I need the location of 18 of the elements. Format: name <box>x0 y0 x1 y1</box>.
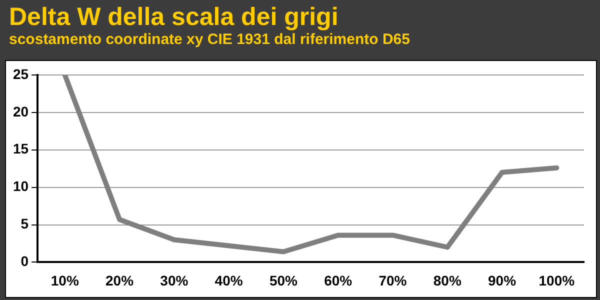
y-tick-label: 5 <box>20 216 29 232</box>
y-tick-label: 20 <box>12 103 29 120</box>
x-tick-label: 50% <box>269 272 298 288</box>
x-tick-label: 80% <box>433 272 462 288</box>
x-tick-label: 70% <box>378 272 408 288</box>
y-tick-label: 0 <box>20 253 29 270</box>
x-tick-label: 90% <box>488 272 517 288</box>
y-tick-label: 25 <box>12 66 29 82</box>
chart-title: Delta W della scala dei grigi <box>9 3 340 31</box>
x-tick-label: 10% <box>50 272 80 288</box>
y-tick-label: 10 <box>12 178 29 194</box>
x-tick-label: 40% <box>214 272 244 288</box>
y-tick-label: 15 <box>12 140 29 157</box>
chart-subtitle: scostamento coordinate xy CIE 1931 dal riferimento D65 <box>9 31 411 49</box>
x-tick-label: 20% <box>106 272 134 288</box>
x-tick-label: 60% <box>324 272 353 288</box>
x-tick-label: 30% <box>160 272 189 288</box>
x-tick-label: 100% <box>538 272 576 288</box>
